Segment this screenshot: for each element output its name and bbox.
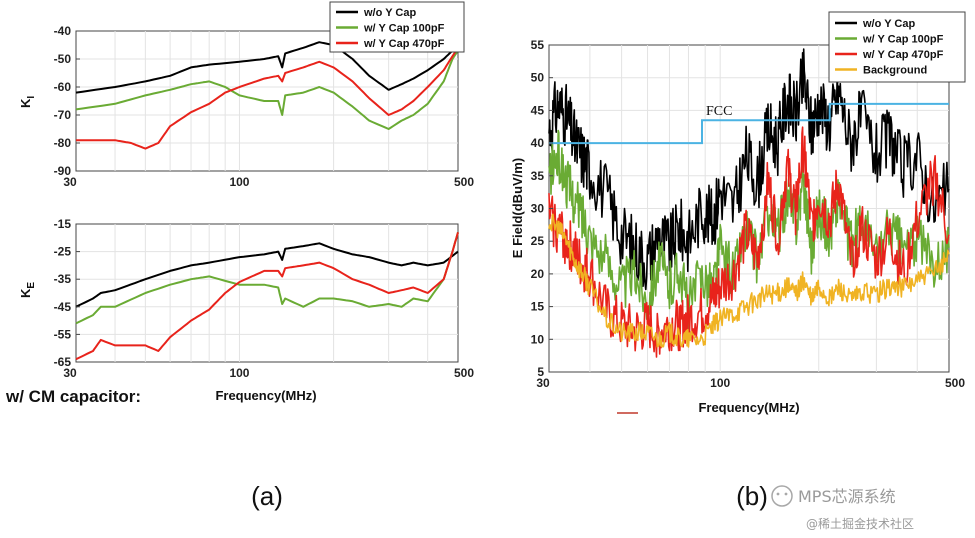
x-tick-label: 500	[454, 175, 474, 189]
fcc-annotation: FCC	[706, 104, 732, 119]
caption-b: (b)	[736, 481, 768, 511]
legend-label: w/ Y Cap 470pF	[363, 38, 445, 50]
y-tick-label: -65	[54, 355, 72, 369]
x-tick-label: 30	[536, 376, 550, 390]
efield-legend: w/o Y Cap w/ Y Cap 100pF w/ Y Cap 470pF Bac…	[828, 11, 966, 83]
efield-x-ticks: 30 100 500	[536, 376, 965, 390]
y-tick-label: -40	[54, 24, 72, 38]
efield-series-group	[548, 48, 950, 358]
legend-label: w/o Y Cap	[363, 7, 416, 19]
legend-label: w/ Y Cap 100pF	[363, 23, 445, 35]
y-tick-label: 55	[531, 38, 545, 52]
ki-chart: -40 -50 -60 -70 -80 -90 30 100 500 KI w/o Y Cap…	[18, 1, 474, 189]
ki-y-ticks: -40 -50 -60 -70 -80 -90	[54, 24, 80, 178]
y-tick-label: 40	[531, 136, 545, 150]
ke-y-axis-label: KE	[18, 282, 37, 298]
series-line-w-y-cap-100pf	[75, 50, 459, 130]
ki-series-group	[75, 41, 459, 150]
legend-label: w/o Y Cap	[862, 18, 915, 30]
legend-label: Background	[863, 65, 927, 77]
x-tick-label: 100	[229, 366, 249, 380]
ke-y-ticks: -15 -25 -35 -45 -55 -65	[54, 217, 80, 369]
series-line-background	[548, 213, 950, 348]
y-tick-label: -50	[54, 52, 72, 66]
ke-series-group	[75, 232, 459, 361]
legend-label: w/ Y Cap 470pF	[862, 49, 944, 61]
y-tick-label: -55	[54, 327, 72, 341]
y-tick-label: 5	[537, 365, 544, 379]
fcc-limit-line	[549, 102, 949, 145]
y-tick-label: -90	[54, 164, 72, 178]
y-tick-label: -60	[54, 80, 72, 94]
x-tick-label: 30	[63, 366, 77, 380]
wechat-icon	[771, 485, 793, 507]
ke-x-ticks: 30 100 500	[63, 366, 474, 380]
x-tick-label: 30	[63, 175, 77, 189]
cm-capacitor-note: w/ CM capacitor:	[5, 387, 141, 406]
y-tick-label: 45	[531, 103, 545, 117]
legend-label: w/ Y Cap 100pF	[862, 34, 944, 46]
ki-grid	[76, 31, 458, 171]
ki-y-axis-label: KI	[18, 96, 37, 108]
y-tick-label: 30	[531, 202, 545, 216]
y-tick-label: 50	[531, 71, 545, 85]
y-tick-label: 15	[531, 300, 545, 314]
y-tick-label: -25	[54, 245, 72, 259]
x-tick-label: 500	[945, 376, 965, 390]
y-tick-label: -70	[54, 108, 72, 122]
watermark: MPS芯源系统 @稀土掘金技术社区	[771, 485, 914, 531]
series-line-w-y-cap-470pf	[75, 232, 459, 361]
watermark-community: @稀土掘金技术社区	[806, 516, 914, 531]
y-tick-label: 20	[531, 267, 545, 281]
series-line-w-o-y-cap	[548, 48, 950, 291]
series-line-w-y-cap-100pf	[75, 232, 459, 325]
efield-chart: 5 10 15 20 25 30 35 40 45 50 55 30 100 500 E Field(d…	[510, 11, 966, 415]
ki-x-ticks: 30 100 500	[63, 175, 474, 189]
y-tick-label: -35	[54, 272, 72, 286]
fcc-limit-group	[549, 102, 949, 145]
ki-legend: w/o Y Cap w/ Y Cap 100pF w/ Y Cap 470pF	[329, 1, 465, 53]
y-tick-label: 35	[531, 169, 545, 183]
efield-x-axis-label: Frequency(MHz)	[698, 400, 799, 415]
ke-x-axis-label: Frequency(MHz)	[215, 388, 316, 403]
y-tick-label: 10	[531, 332, 545, 346]
ke-chart: -15 -25 -35 -45 -55 -65 30 100 500 KE Frequency…	[18, 217, 474, 403]
y-tick-label: -45	[54, 300, 72, 314]
x-tick-label: 500	[454, 366, 474, 380]
ke-plot-area	[75, 223, 459, 363]
watermark-brand: MPS芯源系统	[798, 487, 896, 506]
ke-grid	[76, 224, 458, 362]
y-tick-label: -80	[54, 136, 72, 150]
series-line-w-y-cap-470pf	[76, 47, 459, 150]
x-tick-label: 100	[710, 376, 730, 390]
efield-y-axis-label: E Field(dBuV/m)	[510, 158, 525, 258]
caption-a: (a)	[251, 481, 283, 511]
y-tick-label: -15	[54, 217, 72, 231]
series-line-w-o-y-cap	[75, 41, 459, 94]
x-tick-label: 100	[229, 175, 249, 189]
y-tick-label: 25	[531, 234, 545, 248]
series-line-w-o-y-cap	[75, 242, 459, 308]
efield-y-ticks: 5 10 15 20 25 30 35 40 45 50 55	[531, 38, 553, 379]
